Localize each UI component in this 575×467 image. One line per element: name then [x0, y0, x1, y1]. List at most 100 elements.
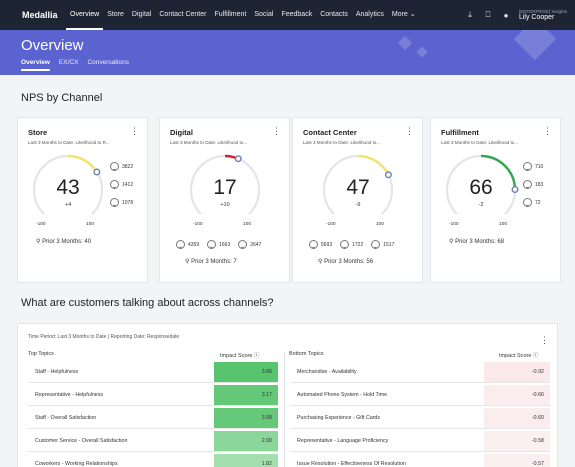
nps-delta: -9: [355, 202, 361, 208]
nav-item-more[interactable]: More ⌄: [391, 11, 416, 18]
passives-count: 1663: [219, 241, 231, 248]
passives-count: 1722: [352, 241, 364, 248]
more-options-icon[interactable]: ⋮: [543, 126, 552, 136]
table-row[interactable]: Issue Resolution - Effectiveness Of Reso…: [290, 454, 550, 467]
passives-stat: 1663: [207, 240, 230, 249]
impact-score: 1.82: [214, 454, 278, 467]
promoters-count: 5693: [321, 241, 333, 248]
nav-item-contacts[interactable]: Contacts: [320, 11, 348, 18]
decor-diamond: [416, 46, 428, 58]
divider: [284, 351, 285, 467]
promoters-count: 710: [535, 163, 544, 170]
table-row[interactable]: Representative - Language Proficiency -0…: [290, 431, 550, 452]
detractors-stat: 72: [523, 198, 543, 207]
table-row[interactable]: Customer Service - Overall Satisfaction …: [28, 431, 278, 452]
impact-score: -0.60: [484, 408, 550, 428]
impact-score: 3.08: [214, 408, 278, 428]
tab-ex-cx[interactable]: EX/CX: [58, 59, 79, 66]
passives-count: 183: [535, 181, 544, 188]
gauge-min-label: -100: [326, 222, 336, 227]
topic-label: Staff - Helpfulness: [35, 369, 79, 375]
nps-delta: +10: [220, 202, 230, 208]
nps-gauge: [189, 154, 261, 215]
nav-item-feedback[interactable]: Feedback: [281, 11, 313, 18]
card-subtitle: Last 3 Months to Date: Likelihood to...: [441, 140, 519, 145]
impact-score: 2.00: [214, 431, 278, 451]
top-impact-header[interactable]: Impact Score ⓘ: [220, 353, 260, 359]
topic-label: Representative - Language Proficiency: [297, 438, 389, 444]
impact-score: -0.66: [484, 385, 550, 405]
gauge-max-label: 100: [243, 222, 252, 227]
topic-label: Staff - Overall Satisfaction: [35, 415, 97, 421]
nav-item-analytics[interactable]: Analytics: [355, 11, 384, 18]
brand-logo[interactable]: Medallia: [22, 10, 58, 20]
impact-score: 3.66: [214, 362, 278, 382]
nps-score: 43: [56, 176, 80, 199]
topic-label: Coworkers - Working Relationships: [35, 461, 118, 467]
prior-period: ⚲ Prior 3 Months: 7: [185, 259, 237, 265]
bottom-impact-header[interactable]: Impact Score ⓘ: [499, 353, 539, 359]
prior-period: ⚲ Prior 3 Months: 68: [449, 239, 505, 245]
decor-diamond: [397, 35, 413, 51]
detractors-count: 1517: [383, 241, 395, 248]
more-options-icon[interactable]: ⋮: [540, 335, 549, 345]
topic-label: Automated Phone System - Hold Time: [297, 392, 388, 398]
gauge-max-label: 100: [86, 222, 95, 227]
nps-card-store[interactable]: Store Last 3 Months to Date: Likelihood …: [17, 117, 148, 283]
top-topics-header: Top Topics: [28, 351, 54, 357]
promoters-stat: 710: [523, 162, 543, 171]
more-options-icon[interactable]: ⋮: [405, 126, 414, 136]
topics-section-title: What are customers talking about across …: [21, 297, 274, 309]
top-navigation: Medallia Overview Store Digital Contact Cen…: [0, 0, 575, 30]
nps-card-contact-center[interactable]: Contact Center Last 3 Months to Date: Li…: [292, 117, 423, 283]
promoter-face-icon: [523, 162, 532, 171]
header-tabs: Overview EX/CX Conversations: [21, 59, 129, 71]
promoter-face-icon: [176, 240, 185, 249]
nav-item-store[interactable]: Store: [107, 11, 124, 18]
impact-score: -0.58: [484, 431, 550, 451]
table-row[interactable]: Purchasing Experience - Gift Cards -0.60: [290, 408, 550, 429]
user-menu[interactable]: [ENTERPRISE] Insights Lily Cooper: [519, 9, 567, 21]
nps-card-digital[interactable]: Digital Last 3 Months to Date: Likelihoo…: [159, 117, 290, 283]
table-row[interactable]: Representative - Helpfulness 3.17: [28, 385, 278, 406]
nav-item-digital[interactable]: Digital: [131, 11, 152, 18]
detractor-face-icon: [238, 240, 248, 249]
table-row[interactable]: Staff - Overall Satisfaction 3.08: [28, 408, 278, 429]
prior-text: Prior 3 Months: 40: [42, 239, 92, 245]
nav-item-fulfillment[interactable]: Fulfillment: [214, 11, 247, 18]
nav-item-social[interactable]: Social: [254, 11, 274, 18]
gauge-min-label: -100: [36, 222, 46, 227]
gauge-value-arc: [357, 154, 390, 176]
user-icon[interactable]: ●: [503, 10, 509, 20]
nps-score: 17: [213, 176, 237, 199]
nav-item-overview[interactable]: Overview: [66, 0, 104, 30]
bookmark-icon[interactable]: ⎕: [485, 10, 491, 19]
prior-text: Prior 3 Months: 7: [191, 259, 237, 265]
response-breakdown: 3822 1412 1078: [110, 162, 133, 207]
nav-item-contact-center[interactable]: Contact Center: [159, 11, 207, 18]
card-subtitle: Last 3 Months to Date: Likelihood to R..…: [28, 140, 110, 145]
gauge-marker: [234, 155, 242, 163]
download-icon[interactable]: ⤓: [468, 10, 472, 19]
gauge-max-label: 100: [499, 222, 508, 227]
tab-overview[interactable]: Overview: [21, 59, 50, 71]
nps-gauge: [32, 154, 104, 215]
nps-score: 47: [346, 176, 370, 199]
more-options-icon[interactable]: ⋮: [130, 126, 139, 136]
table-row[interactable]: Coworkers - Working Relationships 1.82: [28, 454, 278, 467]
time-period: Time Period: Last 3 Months to Date | Rep…: [28, 334, 180, 340]
nps-card-fulfillment[interactable]: Fulfillment Last 3 Months to Date: Likel…: [430, 117, 561, 283]
table-row[interactable]: Merchandise - Availability -0.92: [290, 362, 550, 383]
gauge-min-label: -100: [449, 222, 459, 227]
promoter-face-icon: [110, 162, 119, 171]
prior-text: Prior 3 Months: 56: [324, 259, 374, 265]
table-row[interactable]: Staff - Helpfulness 3.66: [28, 362, 278, 383]
tab-conversations[interactable]: Conversations: [87, 59, 129, 66]
impact-score: 3.17: [214, 385, 278, 405]
passive-face-icon: [110, 180, 119, 189]
nps-score: 66: [469, 176, 493, 199]
more-options-icon[interactable]: ⋮: [272, 126, 281, 136]
table-row[interactable]: Automated Phone System - Hold Time -0.66: [290, 385, 550, 406]
card-title: Digital: [170, 128, 193, 137]
promoter-face-icon: [309, 240, 318, 249]
